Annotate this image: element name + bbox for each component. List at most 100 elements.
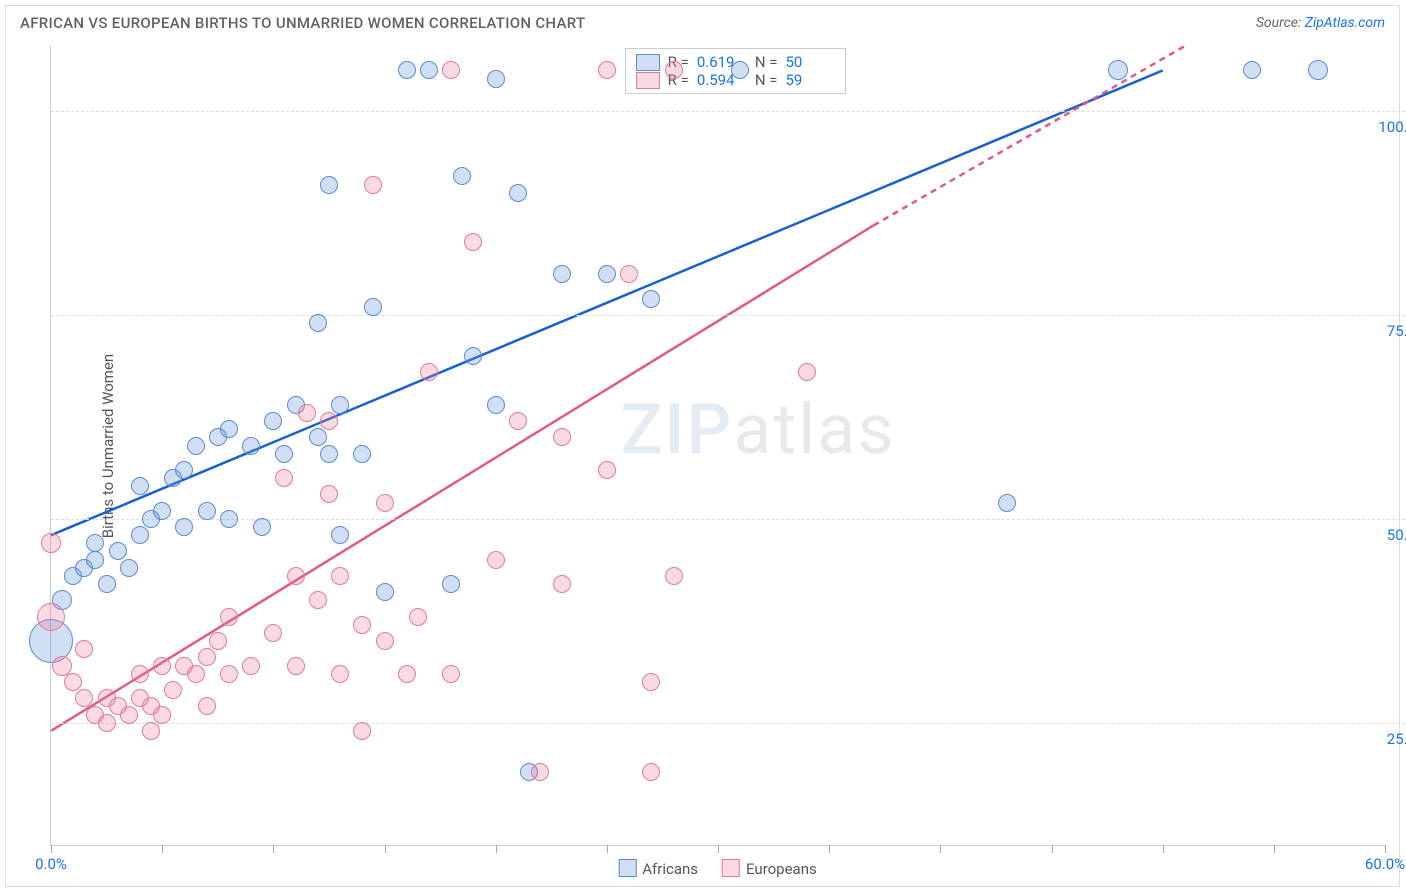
data-point[interactable] — [209, 632, 227, 650]
data-point[interactable] — [275, 445, 293, 463]
data-point[interactable] — [453, 167, 471, 185]
data-point[interactable] — [798, 363, 816, 381]
data-point[interactable] — [86, 551, 104, 569]
data-point[interactable] — [253, 518, 271, 536]
data-point[interactable] — [642, 763, 660, 781]
data-point[interactable] — [98, 714, 116, 732]
data-point[interactable] — [187, 437, 205, 455]
data-point[interactable] — [320, 412, 338, 430]
data-point[interactable] — [131, 477, 149, 495]
data-point[interactable] — [442, 575, 460, 593]
data-point[interactable] — [998, 494, 1016, 512]
data-point[interactable] — [37, 603, 65, 631]
legend-item[interactable]: Europeans — [722, 859, 817, 878]
data-point[interactable] — [198, 502, 216, 520]
data-point[interactable] — [86, 534, 104, 552]
data-point[interactable] — [275, 469, 293, 487]
data-point[interactable] — [131, 665, 149, 683]
data-point[interactable] — [98, 575, 116, 593]
data-point[interactable] — [376, 583, 394, 601]
data-point[interactable] — [198, 697, 216, 715]
data-point[interactable] — [420, 61, 438, 79]
data-point[interactable] — [665, 61, 683, 79]
data-point[interactable] — [242, 437, 260, 455]
data-point[interactable] — [187, 665, 205, 683]
data-point[interactable] — [264, 624, 282, 642]
data-point[interactable] — [287, 657, 305, 675]
data-point[interactable] — [153, 502, 171, 520]
data-point[interactable] — [287, 567, 305, 585]
data-point[interactable] — [1308, 60, 1328, 80]
data-point[interactable] — [220, 420, 238, 438]
data-point[interactable] — [487, 551, 505, 569]
data-point[interactable] — [64, 673, 82, 691]
data-point[interactable] — [376, 494, 394, 512]
data-point[interactable] — [642, 290, 660, 308]
legend-item[interactable]: Africans — [618, 859, 698, 878]
data-point[interactable] — [398, 665, 416, 683]
data-point[interactable] — [320, 485, 338, 503]
data-point[interactable] — [598, 461, 616, 479]
data-point[interactable] — [198, 648, 216, 666]
data-point[interactable] — [665, 567, 683, 585]
data-point[interactable] — [131, 526, 149, 544]
data-point[interactable] — [309, 428, 327, 446]
source-link[interactable]: ZipAtlas.com — [1305, 15, 1385, 31]
data-point[interactable] — [220, 665, 238, 683]
data-point[interactable] — [509, 184, 527, 202]
data-point[interactable] — [553, 265, 571, 283]
data-point[interactable] — [331, 665, 349, 683]
data-point[interactable] — [620, 265, 638, 283]
data-point[interactable] — [153, 657, 171, 675]
data-point[interactable] — [331, 567, 349, 585]
data-point[interactable] — [153, 706, 171, 724]
data-point[interactable] — [264, 412, 282, 430]
data-point[interactable] — [409, 608, 427, 626]
data-point[interactable] — [442, 665, 460, 683]
data-point[interactable] — [487, 396, 505, 414]
data-point[interactable] — [464, 347, 482, 365]
data-point[interactable] — [164, 681, 182, 699]
data-point[interactable] — [41, 533, 61, 553]
data-point[interactable] — [220, 608, 238, 626]
data-point[interactable] — [120, 706, 138, 724]
data-point[interactable] — [598, 61, 616, 79]
data-point[interactable] — [509, 412, 527, 430]
data-point[interactable] — [353, 445, 371, 463]
data-point[interactable] — [487, 70, 505, 88]
data-point[interactable] — [364, 176, 382, 194]
data-point[interactable] — [731, 61, 749, 79]
data-point[interactable] — [220, 510, 238, 528]
data-point[interactable] — [420, 363, 438, 381]
data-point[interactable] — [398, 61, 416, 79]
data-point[interactable] — [353, 722, 371, 740]
data-point[interactable] — [642, 673, 660, 691]
data-point[interactable] — [1243, 61, 1261, 79]
data-point[interactable] — [1108, 60, 1128, 80]
data-point[interactable] — [331, 396, 349, 414]
data-point[interactable] — [376, 632, 394, 650]
data-point[interactable] — [309, 591, 327, 609]
data-point[interactable] — [320, 445, 338, 463]
data-point[interactable] — [531, 763, 549, 781]
data-point[interactable] — [175, 518, 193, 536]
data-point[interactable] — [553, 575, 571, 593]
x-tick — [1163, 845, 1164, 853]
data-point[interactable] — [598, 265, 616, 283]
data-point[interactable] — [242, 657, 260, 675]
data-point[interactable] — [553, 428, 571, 446]
data-point[interactable] — [175, 461, 193, 479]
data-point[interactable] — [464, 233, 482, 251]
data-point[interactable] — [109, 542, 127, 560]
data-point[interactable] — [142, 722, 160, 740]
data-point[interactable] — [298, 404, 316, 422]
data-point[interactable] — [75, 689, 93, 707]
data-point[interactable] — [309, 314, 327, 332]
data-point[interactable] — [442, 61, 460, 79]
data-point[interactable] — [320, 176, 338, 194]
data-point[interactable] — [75, 640, 93, 658]
data-point[interactable] — [120, 559, 138, 577]
data-point[interactable] — [331, 526, 349, 544]
data-point[interactable] — [364, 298, 382, 316]
data-point[interactable] — [353, 616, 371, 634]
